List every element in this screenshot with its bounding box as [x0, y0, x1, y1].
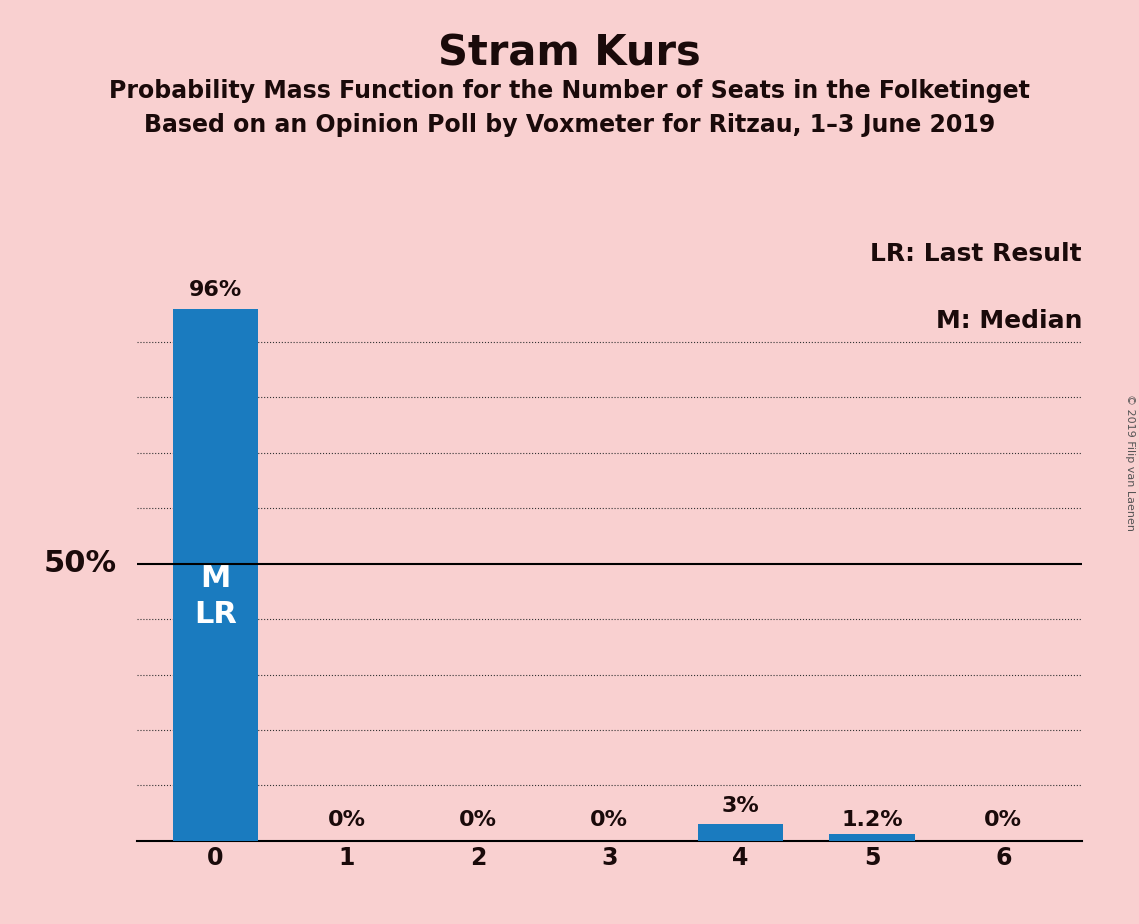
Text: M: Median: M: Median [935, 309, 1082, 333]
Text: 96%: 96% [189, 280, 243, 300]
Text: 50%: 50% [44, 549, 117, 578]
Text: 3%: 3% [722, 796, 760, 816]
Text: Probability Mass Function for the Number of Seats in the Folketinget: Probability Mass Function for the Number… [109, 79, 1030, 103]
Text: 1.2%: 1.2% [842, 809, 903, 830]
Text: 0%: 0% [459, 809, 497, 830]
Text: 0%: 0% [328, 809, 366, 830]
Bar [829, 834, 915, 841]
Text: 0%: 0% [590, 809, 629, 830]
Text: © 2019 Filip van Laenen: © 2019 Filip van Laenen [1125, 394, 1134, 530]
Text: 0%: 0% [984, 809, 1023, 830]
Bar [173, 309, 259, 841]
Bar [698, 824, 784, 841]
Text: M
LR: M LR [194, 565, 237, 629]
Text: LR: Last Result: LR: Last Result [870, 242, 1082, 266]
Text: Based on an Opinion Poll by Voxmeter for Ritzau, 1–3 June 2019: Based on an Opinion Poll by Voxmeter for… [144, 113, 995, 137]
Text: Stram Kurs: Stram Kurs [439, 32, 700, 74]
